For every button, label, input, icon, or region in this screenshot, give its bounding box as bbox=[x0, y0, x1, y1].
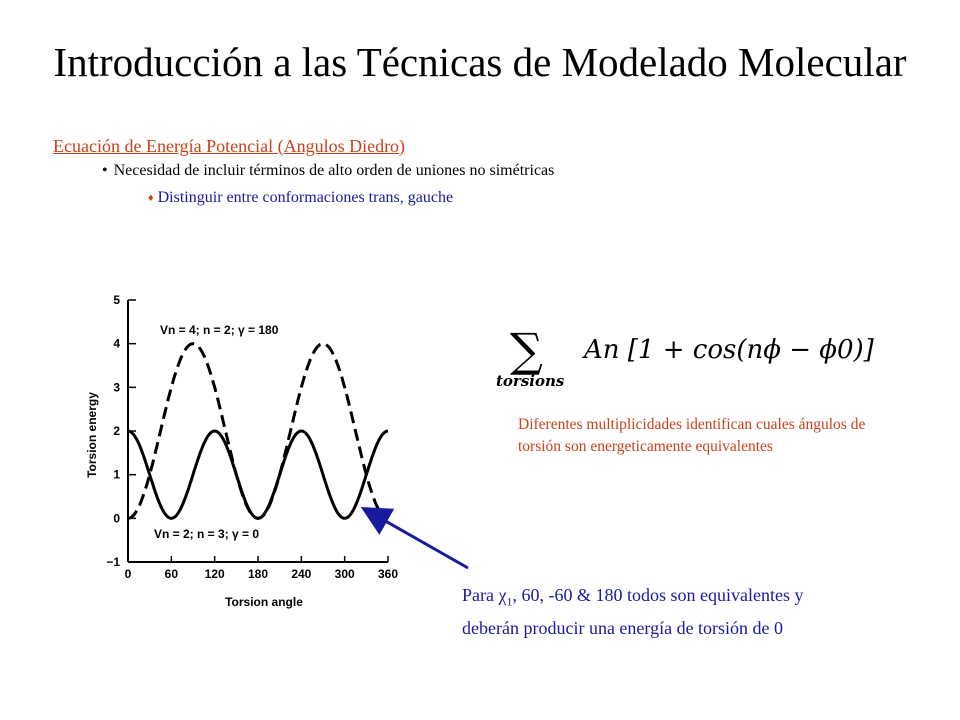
y-tick-label: 2 bbox=[113, 424, 120, 438]
torsion-energy-chart: 0 60 120 180 240 300 360 5 4 3 2 1 0 −1 Vn = 4; n = 2… bbox=[85, 293, 398, 609]
x-tick-label: 360 bbox=[378, 567, 398, 581]
y-tick-label: 4 bbox=[113, 337, 120, 351]
note-body: , 60, -60 & 180 todos son equivalentes y… bbox=[462, 585, 804, 638]
x-tick-label: 0 bbox=[125, 567, 132, 581]
bullet-item-2: ♦ Distinguir entre conformaciones trans, … bbox=[148, 189, 453, 207]
bullet-text-1: Necesidad de incluir términos de alto or… bbox=[113, 162, 555, 179]
series-label-solid: Vn = 2; n = 3; γ = 0 bbox=[154, 527, 259, 541]
summation-expression: An [1 + cos(nϕ − ϕ0)] bbox=[582, 335, 875, 365]
series-label-dashed: Vn = 4; n = 2; γ = 180 bbox=[160, 323, 279, 337]
section-heading: Ecuación de Energía Potencial (Angulos D… bbox=[53, 136, 406, 156]
chi-subscript: 1 bbox=[506, 594, 513, 609]
chart-axes bbox=[127, 300, 388, 563]
chart-series bbox=[127, 342, 389, 520]
x-tick-label: 180 bbox=[248, 567, 268, 581]
chi-symbol: χ bbox=[498, 585, 507, 605]
y-tick-label: 3 bbox=[113, 380, 120, 394]
series-line-solid bbox=[127, 429, 389, 520]
series-line-dashed bbox=[127, 342, 389, 520]
x-tick-label: 120 bbox=[205, 567, 225, 581]
torsion-energy-formula: ∑ torsions An [1 + cos(nϕ − ϕ0)] bbox=[496, 323, 875, 390]
x-tick-label: 60 bbox=[165, 567, 179, 581]
equivalence-note: Para χ1, 60, -60 & 180 todos son equival… bbox=[462, 582, 862, 641]
x-axis-title: Torsion angle bbox=[225, 595, 303, 609]
y-tick-label: −1 bbox=[106, 555, 120, 569]
y-tick-label: 1 bbox=[113, 468, 120, 482]
page-title: Introducción a las Técnicas de Modelado … bbox=[53, 39, 907, 85]
chart-ticks: 0 60 120 180 240 300 360 5 4 3 2 1 0 −1 bbox=[106, 293, 398, 581]
multiplicity-note: Diferentes multiplicidades identifican c… bbox=[518, 416, 866, 455]
bullet-dot-icon: • bbox=[102, 162, 108, 179]
y-tick-label: 5 bbox=[113, 293, 120, 307]
y-tick-label: 0 bbox=[113, 511, 120, 525]
bullet-item-1: • Necesidad de incluir términos de alto o… bbox=[102, 162, 554, 180]
note-prefix: Para bbox=[462, 585, 499, 605]
x-tick-label: 300 bbox=[335, 567, 355, 581]
diamond-bullet-icon: ♦ bbox=[148, 192, 154, 204]
summation-subscript: torsions bbox=[496, 372, 565, 390]
y-axis-title: Torsion energy bbox=[85, 392, 99, 478]
bullet-text-2: Distinguir entre conformaciones trans, g… bbox=[157, 189, 454, 206]
summation-symbol: ∑ bbox=[510, 323, 543, 377]
x-tick-label: 240 bbox=[291, 567, 311, 581]
